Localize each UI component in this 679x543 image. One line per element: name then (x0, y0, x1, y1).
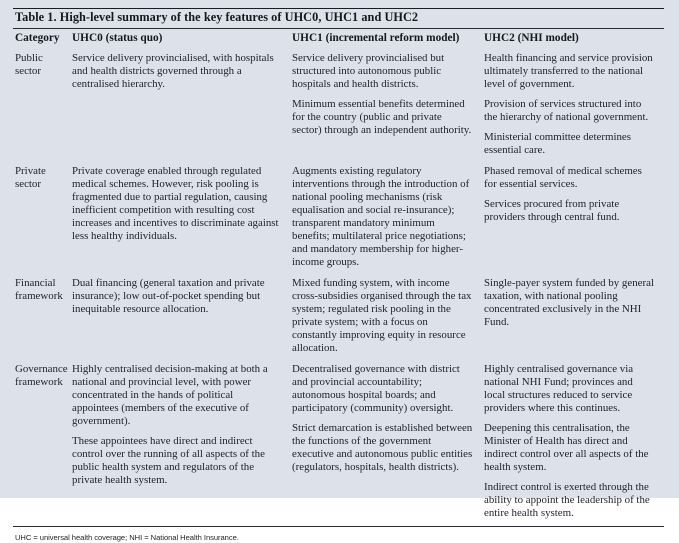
cell-paragraph: Decentralised governance with district a… (292, 363, 460, 414)
cell-uhc0: Highly centralised decision-making at bo… (70, 359, 290, 524)
cell-uhc0: Private coverage enabled through regulat… (70, 161, 290, 273)
cell-paragraph: Ministerial committee determines essenti… (484, 131, 631, 156)
cell-paragraph: Minimum essential benefits determined fo… (292, 98, 472, 136)
table-body: Public sector Service delivery provincial… (13, 48, 664, 524)
cell-category: Financial framework (15, 277, 63, 302)
cell-paragraph: Augments existing regulatory interventio… (292, 165, 470, 268)
cell-category: Public sector (15, 52, 43, 77)
cell-paragraph: These appointees have direct and indirec… (72, 435, 265, 486)
cell-paragraph: Dual financing (general taxation and pri… (72, 277, 265, 315)
table-caption: Table 1. High-level summary of the key f… (15, 10, 419, 24)
cell-uhc1: Mixed funding system, with income cross-… (290, 273, 482, 359)
cell-category: Private sector (15, 165, 46, 190)
column-header-uhc1: UHC1 (incremental reform model) (292, 32, 460, 44)
cell-paragraph: Single-payer system funded by general ta… (484, 277, 654, 328)
table-row: Private sector Private coverage enabled t… (13, 161, 664, 273)
cell-paragraph: Deepening this centralisation, the Minis… (484, 422, 649, 473)
cell-paragraph: Highly centralised governance via nation… (484, 363, 634, 414)
cell-paragraph: Private coverage enabled through regulat… (72, 165, 279, 242)
cell-uhc1: Augments existing regulatory interventio… (290, 161, 482, 273)
column-header-category: Category (15, 32, 60, 44)
cell-uhc2: Single-payer system funded by general ta… (482, 273, 664, 359)
cell-paragraph: Provision of services structured into th… (484, 98, 649, 123)
cell-uhc2: Highly centralised governance via nation… (482, 359, 664, 524)
table-footnote: UHC = universal health coverage; NHI = N… (15, 533, 239, 542)
column-header-uhc0: UHC0 (status quo) (72, 32, 163, 44)
cell-paragraph: Mixed funding system, with income cross-… (292, 277, 472, 354)
cell-category: Governance framework (15, 363, 68, 388)
column-header-uhc2: UHC2 (NHI model) (484, 32, 579, 44)
table-row: Governance framework Highly centralised d… (13, 359, 664, 524)
summary-table: Category UHC0 (status quo) UHC1 (increme… (13, 29, 664, 524)
table-container: Table 1. High-level summary of the key f… (13, 8, 664, 542)
cell-paragraph: Phased removal of medical schemes for es… (484, 165, 642, 190)
header-row: Category UHC0 (status quo) UHC1 (increme… (13, 29, 664, 48)
cell-uhc2: Health financing and service provision u… (482, 48, 664, 161)
cell-uhc1: Decentralised governance with district a… (290, 359, 482, 524)
cell-paragraph: Health financing and service provision u… (484, 52, 653, 90)
cell-paragraph: Highly centralised decision-making at bo… (72, 363, 268, 427)
cell-uhc1: Service delivery provincialised but stru… (290, 48, 482, 161)
cell-uhc0: Dual financing (general taxation and pri… (70, 273, 290, 359)
table-row: Financial framework Dual financing (gener… (13, 273, 664, 359)
cell-uhc0: Service delivery provincialised, with ho… (70, 48, 290, 161)
cell-paragraph: Services procured from private providers… (484, 198, 620, 223)
cell-paragraph: Indirect control is exerted through the … (484, 481, 650, 519)
table-header: Category UHC0 (status quo) UHC1 (increme… (13, 29, 664, 48)
cell-paragraph: Service delivery provincialised, with ho… (72, 52, 274, 90)
table-top-rule (13, 8, 664, 9)
caption-bottom-rule (13, 28, 664, 29)
cell-paragraph: Service delivery provincialised but stru… (292, 52, 445, 90)
cell-paragraph: Strict demarcation is established betwee… (292, 422, 473, 473)
cell-uhc2: Phased removal of medical schemes for es… (482, 161, 664, 273)
table-row: Public sector Service delivery provincial… (13, 48, 664, 161)
